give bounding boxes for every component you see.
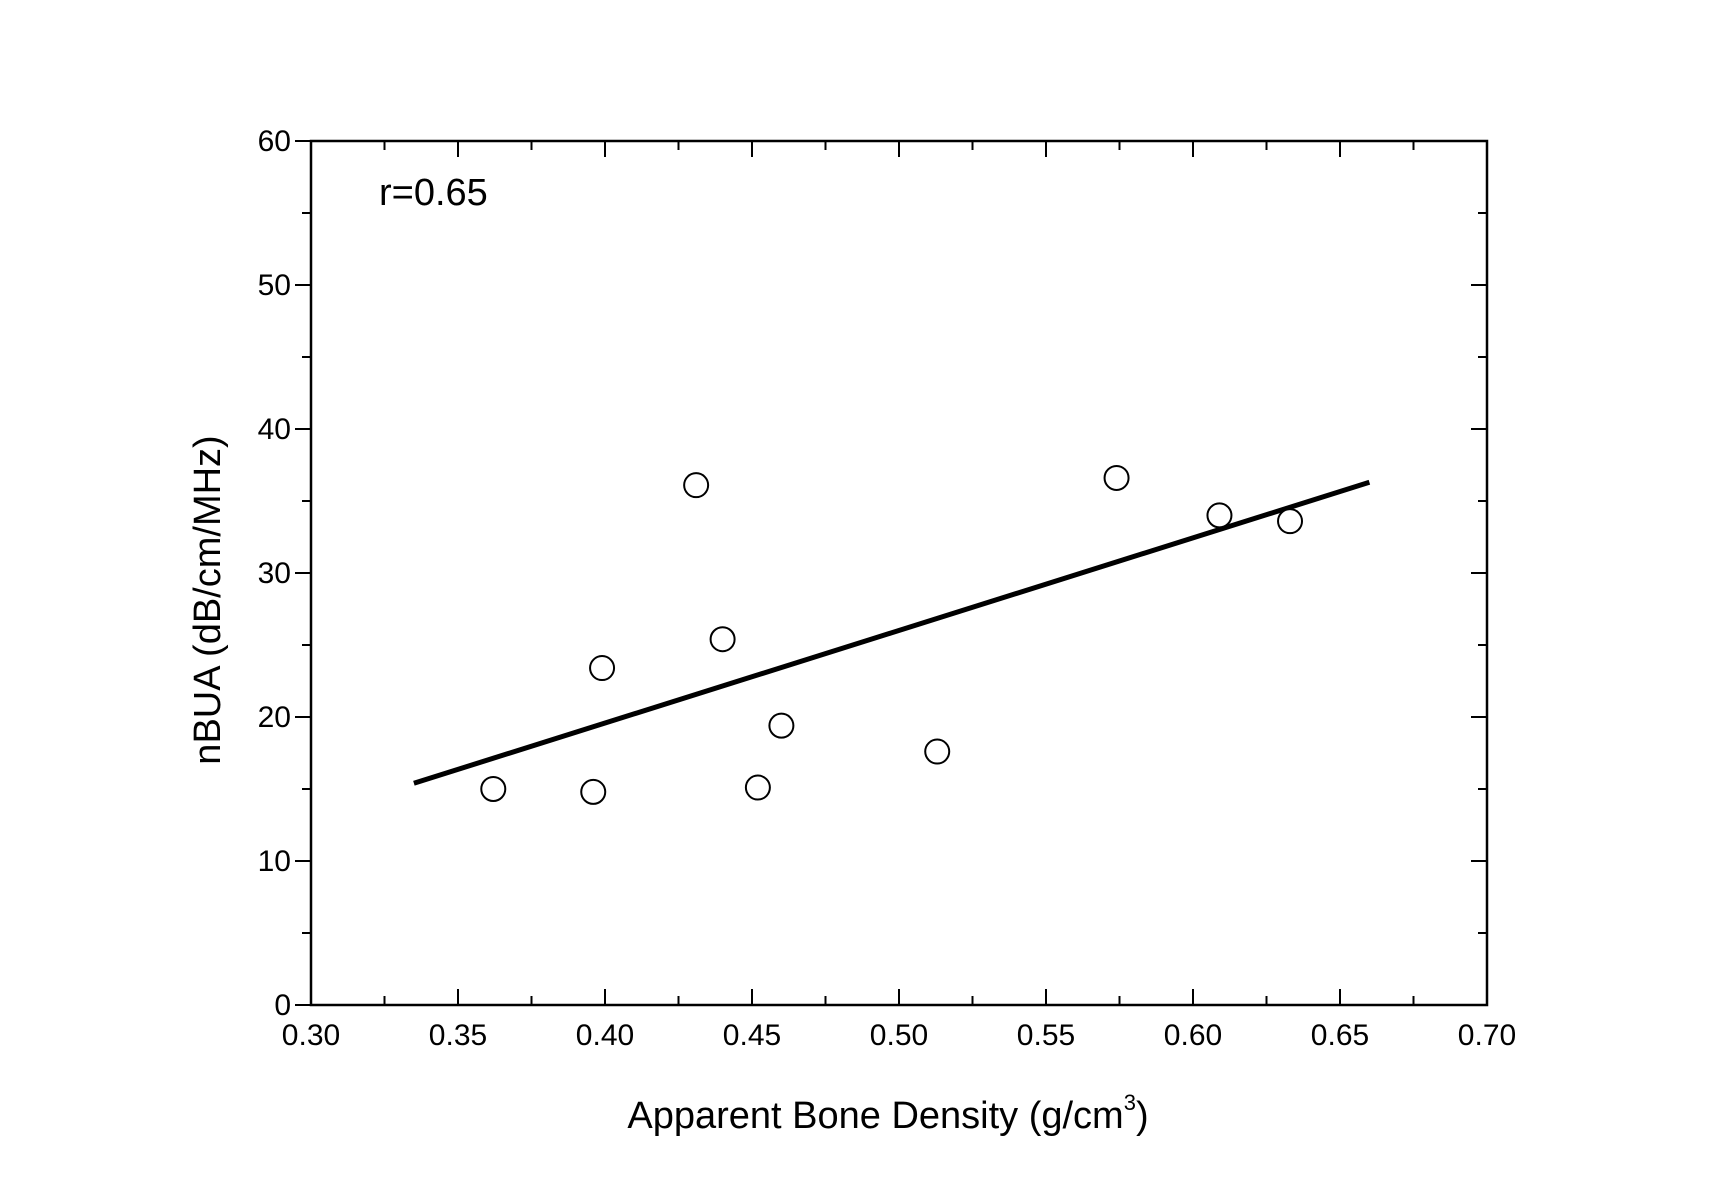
x-axis-title-superscript: 3	[1124, 1090, 1136, 1115]
correlation-annotation: r=0.65	[379, 172, 488, 214]
x-tick-label: 0.70	[1458, 1019, 1516, 1052]
data-point	[1206, 502, 1233, 529]
data-point	[744, 774, 771, 801]
data-point	[924, 738, 951, 765]
data-point	[1277, 508, 1304, 535]
y-tick-label: 10	[258, 845, 291, 878]
y-tick-label: 60	[258, 125, 291, 158]
y-tick-label: 40	[258, 413, 291, 446]
data-point	[589, 655, 616, 682]
data-points	[480, 464, 1304, 805]
x-tick-label: 0.60	[1164, 1019, 1222, 1052]
x-axis-title: Apparent Bone Density (g/cm3)	[627, 1090, 1148, 1137]
y-tick-label: 0	[274, 989, 291, 1022]
data-point	[1103, 464, 1130, 491]
data-point	[768, 712, 795, 739]
data-point	[580, 778, 607, 805]
y-tick-label: 20	[258, 701, 291, 734]
x-tick-label: 0.65	[1311, 1019, 1369, 1052]
x-tick-label: 0.50	[870, 1019, 928, 1052]
y-axis-title: nBUA (dB/cm/MHz)	[187, 435, 229, 764]
x-tick-label: 0.55	[1017, 1019, 1075, 1052]
y-tick-label: 30	[258, 557, 291, 590]
tick-labels: 0.30 0.35 0.40 0.45 0.50 0.55 0.60 0.65 0.70 0 10 2…	[258, 125, 1517, 1052]
x-tick-label: 0.30	[282, 1019, 340, 1052]
data-point	[683, 472, 710, 499]
axis-ticks	[295, 140, 1488, 1006]
x-axis-title-main: Apparent Bone Density (g/cm	[627, 1095, 1123, 1137]
x-tick-label: 0.40	[576, 1019, 634, 1052]
data-point	[709, 626, 736, 653]
data-point	[480, 776, 507, 802]
x-axis-title-suffix: )	[1136, 1095, 1149, 1137]
regression-line	[413, 479, 1371, 786]
y-tick-label: 50	[258, 269, 291, 302]
plot-frame	[309, 139, 1489, 1007]
x-tick-label: 0.45	[723, 1019, 781, 1052]
x-tick-label: 0.35	[429, 1019, 487, 1052]
